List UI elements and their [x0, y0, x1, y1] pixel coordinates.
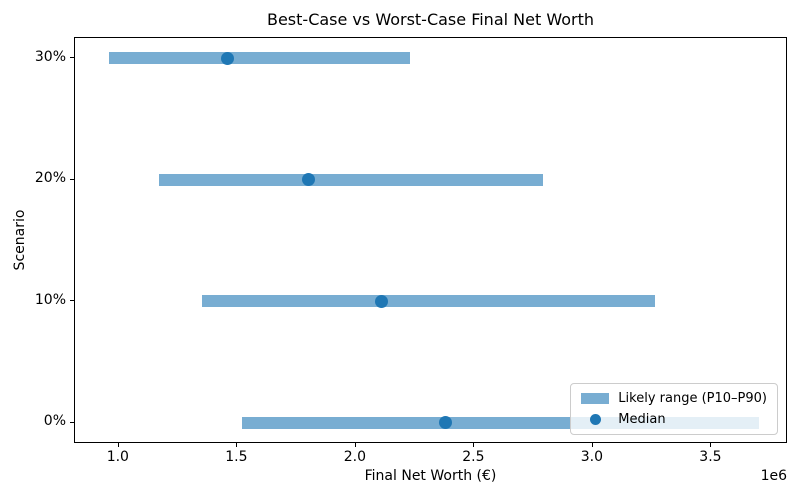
range-bar-30% — [109, 52, 411, 64]
x-axis-offset-label: 1e6 — [760, 468, 787, 484]
y-tick-label-10%: 10% — [34, 291, 66, 308]
legend-item-median: Median — [581, 412, 767, 427]
x-tick-mark-3.5 — [710, 443, 712, 447]
legend: Likely range (P10–P90) Median — [570, 383, 778, 435]
y-tick-mark-20% — [70, 178, 74, 180]
range-bar-10% — [201, 295, 655, 307]
median-dot-30% — [221, 51, 235, 65]
median-dot-swatch-icon — [589, 414, 601, 425]
x-tick-label-3.0: 3.0 — [580, 449, 604, 465]
legend-range-label: Likely range (P10–P90) — [618, 391, 767, 406]
median-dot-0% — [439, 416, 453, 429]
x-tick-label-2.0: 2.0 — [343, 449, 366, 465]
x-tick-mark-2.0 — [354, 443, 356, 447]
legend-item-range: Likely range (P10–P90) — [581, 391, 767, 406]
x-tick-mark-1.0 — [117, 443, 119, 447]
y-tick-mark-10% — [70, 300, 74, 301]
y-tick-mark-30% — [70, 57, 74, 58]
chart-title: Best-Case vs Worst-Case Final Net Worth — [266, 10, 594, 29]
x-tick-mark-1.5 — [236, 443, 238, 447]
y-tick-label-30%: 30% — [34, 48, 66, 65]
range-bar-20% — [159, 173, 544, 186]
x-tick-mark-2.5 — [473, 443, 475, 447]
legend-median-label: Median — [618, 412, 666, 427]
x-tick-mark-3.0 — [591, 443, 593, 447]
legend-median-swatch-slot — [581, 414, 609, 425]
y-axis-label: Scenario — [12, 209, 28, 271]
x-tick-label-1.5: 1.5 — [225, 449, 248, 465]
x-tick-label-3.5: 3.5 — [699, 449, 722, 465]
y-tick-label-0%: 0% — [43, 413, 66, 429]
x-tick-label-2.5: 2.5 — [462, 449, 485, 465]
x-tick-label-1.0: 1.0 — [106, 449, 129, 465]
y-tick-mark-0% — [70, 421, 74, 423]
y-tick-label-20%: 20% — [34, 170, 66, 186]
median-dot-10% — [375, 294, 389, 308]
range-bar-swatch-icon — [581, 393, 610, 404]
legend-range-swatch-slot — [581, 393, 610, 404]
median-dot-20% — [301, 173, 315, 186]
x-axis-label: Final Net Worth (€) — [364, 468, 497, 484]
